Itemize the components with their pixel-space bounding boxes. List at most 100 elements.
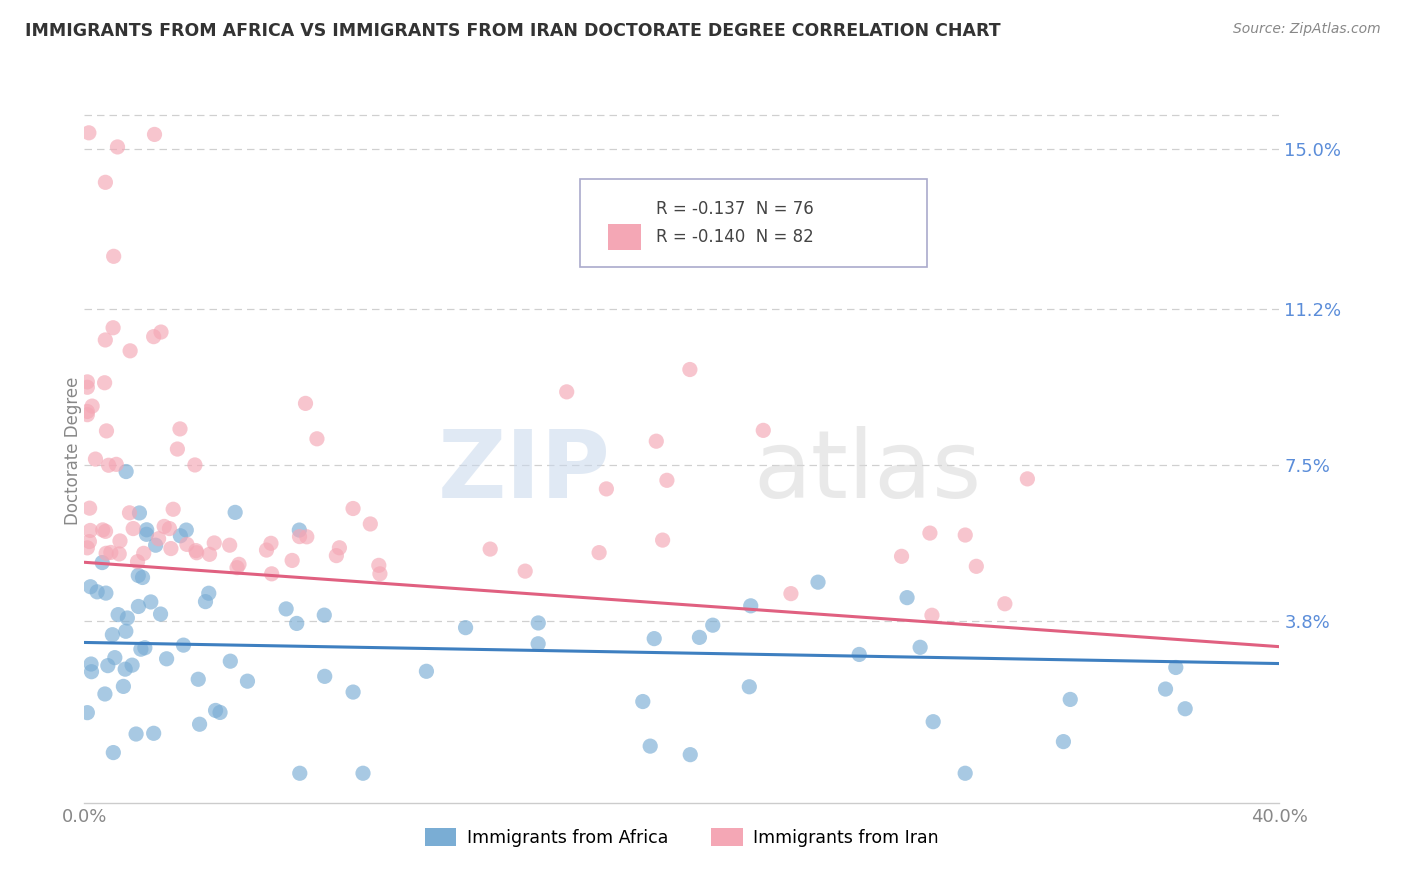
Point xyxy=(218,538,240,552)
Point xyxy=(643,632,665,646)
Point xyxy=(688,631,710,645)
Point xyxy=(236,674,259,689)
Point xyxy=(288,523,311,537)
Point xyxy=(107,140,129,154)
Point xyxy=(184,543,207,558)
Point xyxy=(122,522,145,536)
Point xyxy=(127,599,149,614)
Point xyxy=(198,547,221,561)
Point xyxy=(143,128,166,142)
Point xyxy=(91,556,114,570)
Point xyxy=(328,541,350,555)
Point xyxy=(256,543,278,558)
Point xyxy=(281,553,304,567)
Point xyxy=(454,621,477,635)
Point xyxy=(127,555,149,569)
Point xyxy=(79,501,101,516)
Point xyxy=(953,766,976,780)
Point xyxy=(631,694,654,708)
Point xyxy=(112,680,135,694)
Point xyxy=(76,706,98,720)
Point xyxy=(1154,681,1177,696)
Point xyxy=(94,524,117,539)
Point xyxy=(107,607,129,622)
Point xyxy=(127,568,149,582)
Point xyxy=(128,506,150,520)
FancyBboxPatch shape xyxy=(607,225,641,251)
Point xyxy=(1017,472,1039,486)
Point xyxy=(76,375,98,389)
Point xyxy=(186,546,208,560)
Point xyxy=(172,638,194,652)
Point xyxy=(305,432,328,446)
Point xyxy=(94,175,117,189)
Point xyxy=(169,422,191,436)
Point xyxy=(117,611,139,625)
Point xyxy=(125,727,148,741)
Point xyxy=(114,624,136,639)
Point xyxy=(194,594,217,608)
Point xyxy=(121,658,143,673)
Point xyxy=(153,519,176,533)
Y-axis label: Doctorate Degree: Doctorate Degree xyxy=(65,376,82,524)
Point xyxy=(202,536,225,550)
Point xyxy=(100,545,122,559)
Point xyxy=(260,566,283,581)
Point xyxy=(166,442,188,456)
Point xyxy=(965,559,987,574)
Point xyxy=(515,564,537,578)
Point xyxy=(342,501,364,516)
Point xyxy=(702,618,724,632)
Point xyxy=(97,658,120,673)
Point xyxy=(188,717,211,731)
Point xyxy=(367,558,389,573)
Text: Source: ZipAtlas.com: Source: ZipAtlas.com xyxy=(1233,22,1381,37)
Text: ZIP: ZIP xyxy=(437,425,610,517)
FancyBboxPatch shape xyxy=(581,179,927,268)
Point xyxy=(638,739,661,753)
Point xyxy=(342,685,364,699)
Point xyxy=(131,570,153,584)
Point xyxy=(288,766,311,780)
Point xyxy=(86,584,108,599)
Point xyxy=(79,524,101,538)
Point xyxy=(76,404,98,418)
Point xyxy=(94,687,117,701)
Point xyxy=(150,325,173,339)
Point xyxy=(679,362,702,376)
Point xyxy=(209,706,232,720)
Point xyxy=(103,249,125,263)
Point xyxy=(132,546,155,560)
Point xyxy=(848,648,870,662)
Point xyxy=(204,703,226,717)
Point xyxy=(890,549,912,564)
Point xyxy=(738,680,761,694)
Point xyxy=(94,586,117,600)
Point xyxy=(224,505,246,519)
Point xyxy=(325,549,347,563)
Point xyxy=(115,465,138,479)
Point xyxy=(93,376,115,390)
Point xyxy=(908,640,931,655)
Point xyxy=(955,528,977,542)
Point xyxy=(921,608,943,623)
Point xyxy=(149,607,172,621)
Point xyxy=(226,560,249,574)
Point xyxy=(285,616,308,631)
Point xyxy=(105,458,128,472)
Point xyxy=(807,575,830,590)
Point xyxy=(176,537,198,551)
Point xyxy=(162,502,184,516)
Point xyxy=(752,423,775,437)
Point xyxy=(1174,702,1197,716)
Point xyxy=(197,586,219,600)
Point xyxy=(134,640,156,655)
Legend: Immigrants from Africa, Immigrants from Iran: Immigrants from Africa, Immigrants from … xyxy=(418,822,946,854)
Point xyxy=(655,473,678,487)
Point xyxy=(142,726,165,740)
Point xyxy=(101,628,124,642)
Point xyxy=(80,665,103,679)
Point xyxy=(184,458,207,472)
Point xyxy=(139,595,162,609)
Point xyxy=(82,399,104,413)
